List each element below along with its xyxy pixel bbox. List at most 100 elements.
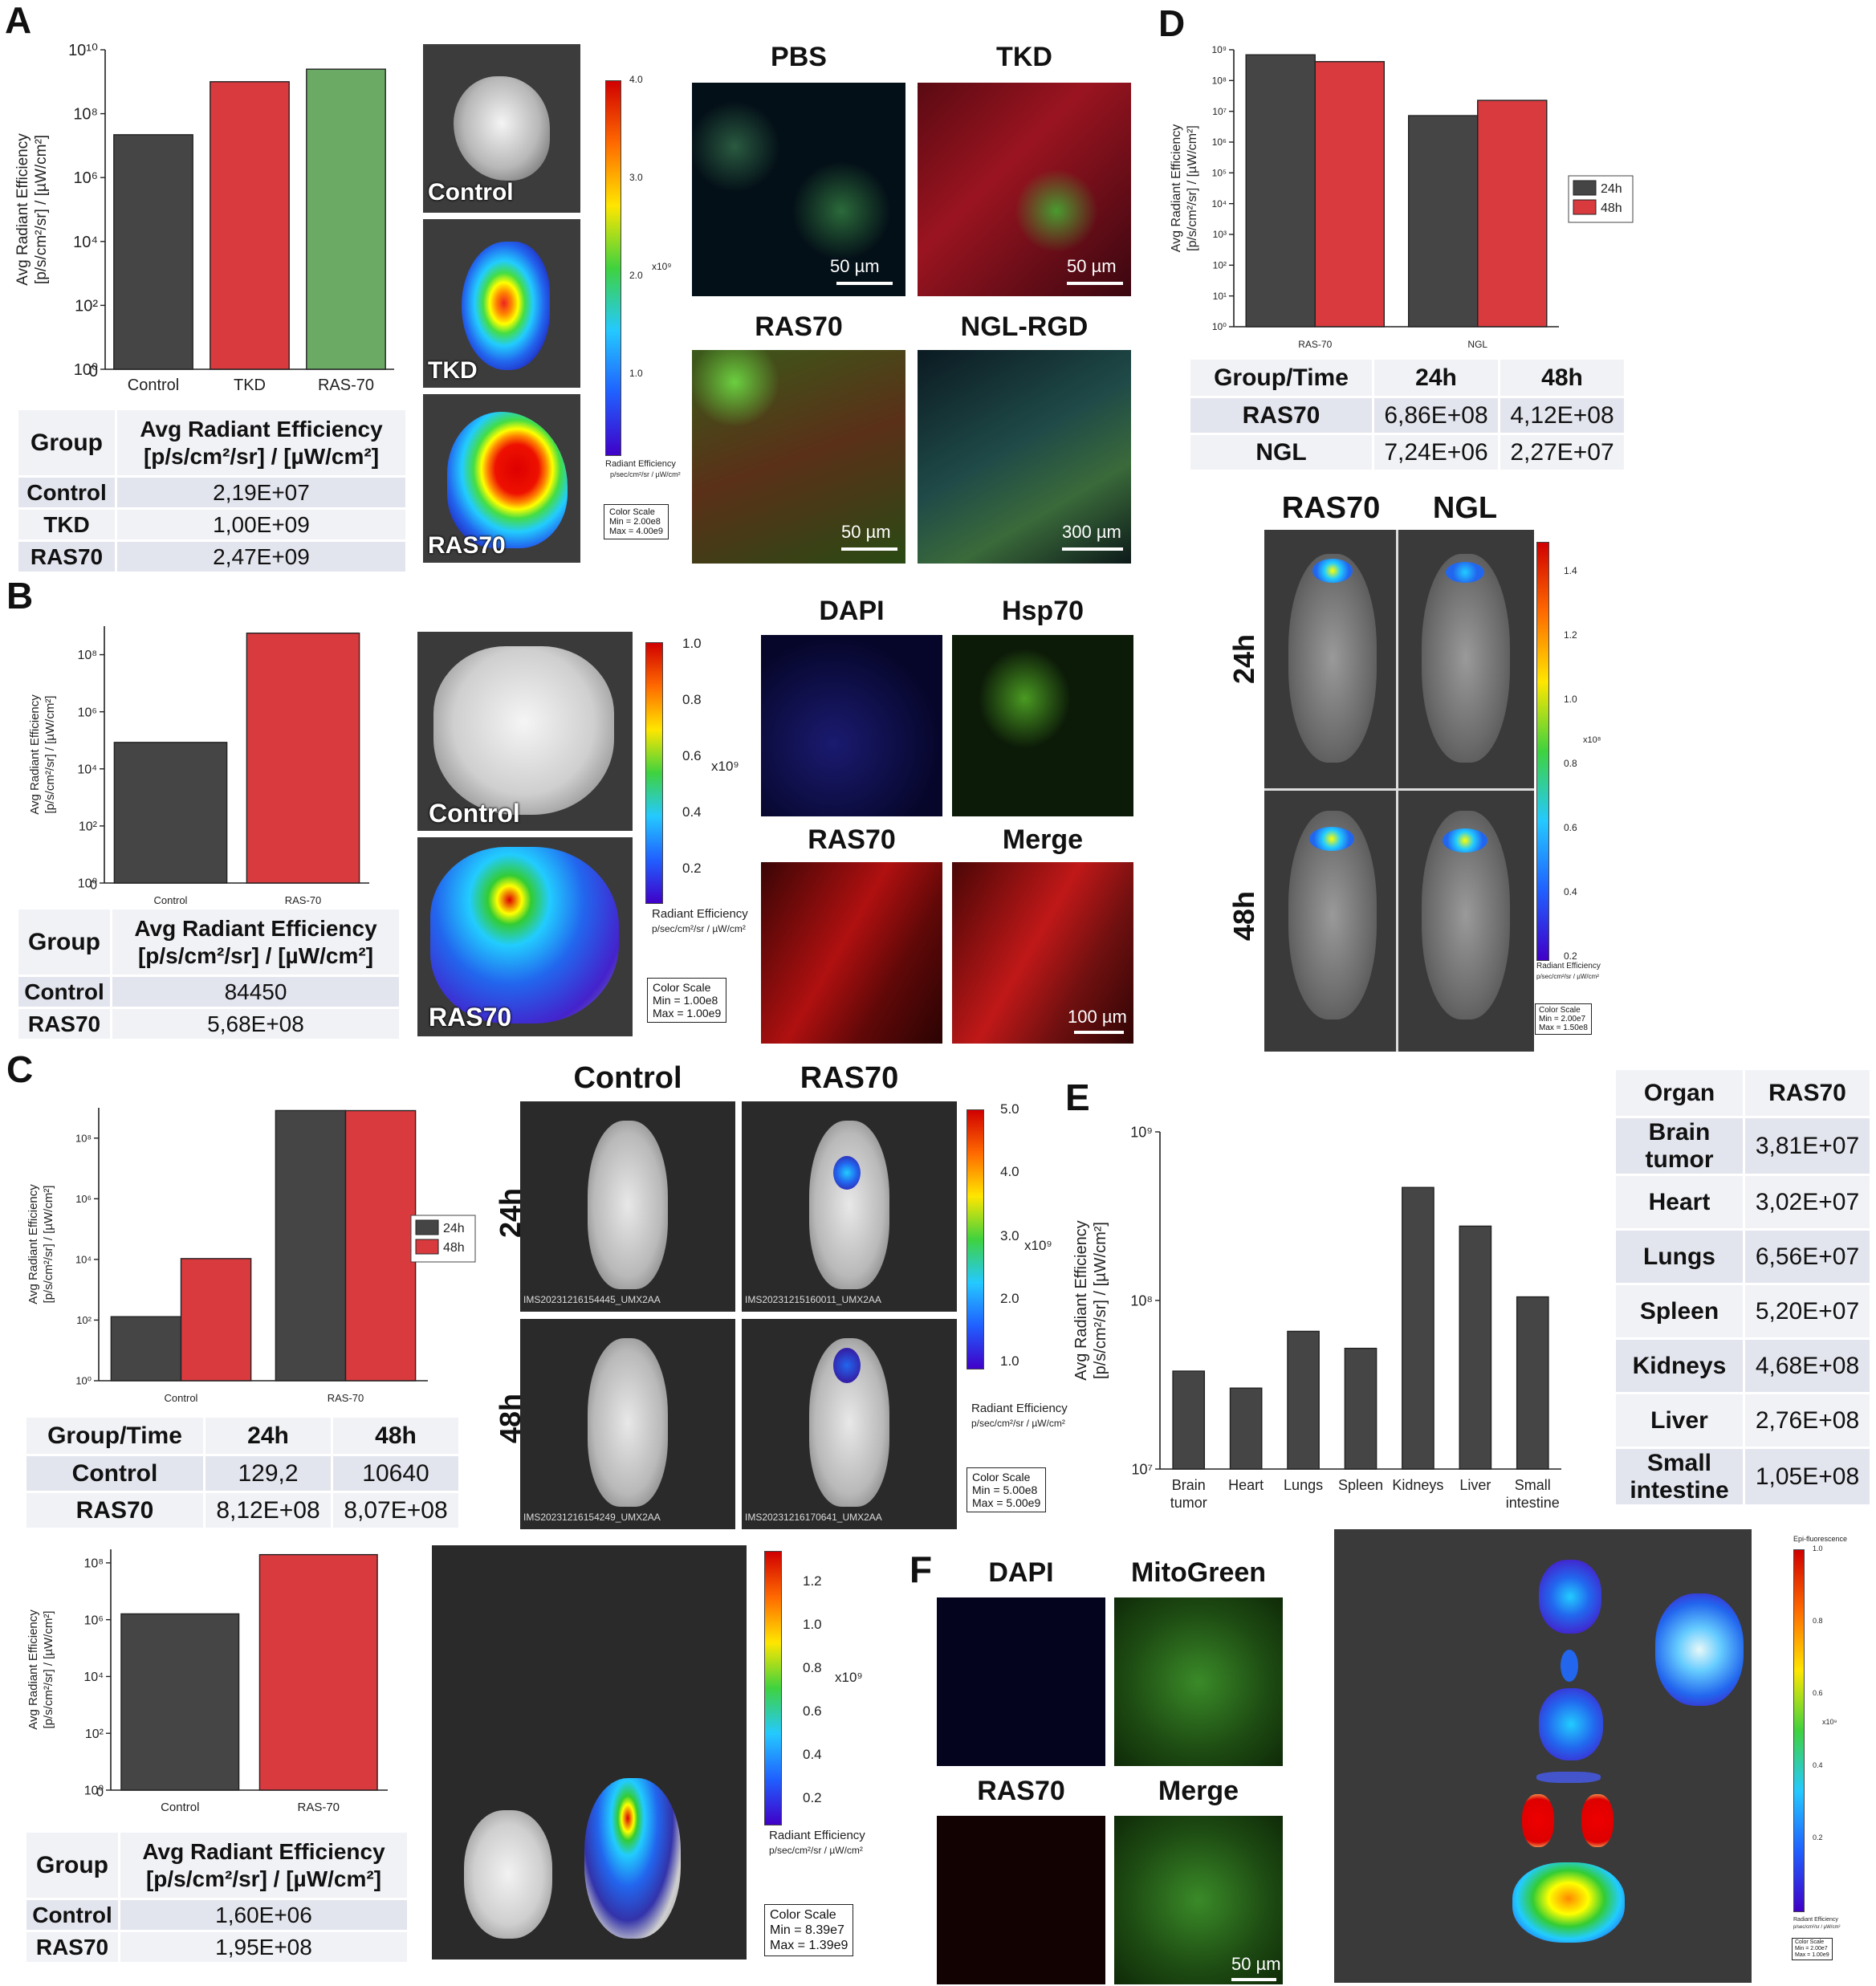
table-a-value: 1,00E+09 <box>115 507 408 542</box>
y-tick-label: 10⁰ <box>75 1375 92 1387</box>
y-tick-label: 10¹ <box>1213 291 1227 302</box>
colorbar-multiplier: x10⁹ <box>711 759 739 774</box>
micro-title: MitoGreen <box>1130 1557 1267 1588</box>
legend-swatch <box>415 1239 439 1255</box>
mouse-image-ras70-24h: IMS20231215160011_UMX2AA <box>742 1101 957 1312</box>
y-axis-label-line2: [p/s/cm²/sr] / [µW/cm²] <box>1186 125 1199 251</box>
column-title: Control <box>573 1061 682 1095</box>
table-d: Group/Time 24h 48h RAS70 6,86E+08 4,12E+08… <box>1188 357 1626 472</box>
y-tick-label: 10² <box>76 1314 92 1326</box>
colorbar-tick: 1.0 <box>803 1617 822 1632</box>
table-a-header-line2: [p/s/cm²/sr] / [µW/cm²] <box>143 443 380 469</box>
table-e-organ: Kidneys <box>1614 1337 1745 1394</box>
bar <box>1245 54 1316 328</box>
image-label: RAS70 <box>429 1003 512 1032</box>
bar <box>1459 1225 1492 1470</box>
color-scale-min: Min = 2.00e7 <box>1795 1946 1828 1951</box>
table-d-value: 7,24E+06 <box>1372 433 1500 472</box>
colorbar-unit-title: Radiant Efficiency <box>971 1402 1068 1415</box>
colorbar-tick: 0.2 <box>682 861 702 876</box>
x-tick-label: Small <box>1515 1477 1551 1493</box>
y-axis-label-line1: Avg Radiant Efficiency <box>26 1184 40 1304</box>
colorbar-tick: 5.0 <box>1000 1101 1019 1117</box>
colorbar-unit-title: Radiant Efficiency <box>1793 1917 1838 1923</box>
table-e-organ: Lungs <box>1614 1228 1745 1285</box>
color-scale-title: Color Scale <box>1795 1939 1825 1945</box>
y-axis-label-line1: Avg Radiant Efficiency <box>26 1610 40 1730</box>
panel-letter-d: D <box>1158 2 1186 44</box>
y-tick-label: 10⁸ <box>1130 1292 1153 1308</box>
micrograph-ngl-rgd: 300 µm <box>918 350 1131 564</box>
organ-brain <box>1539 1560 1601 1634</box>
tumor-image-tkd: TKD <box>423 219 580 388</box>
colorbar-c <box>966 1109 984 1369</box>
table-c2-header-value: Avg Radiant Efficiency [p/s/cm²/sr] / [µ… <box>118 1830 409 1900</box>
table-b-group: Control <box>16 975 112 1009</box>
x-tick-label: Control <box>161 1801 199 1814</box>
legend-swatch <box>1573 180 1597 196</box>
chart-c-bottom: 10⁰ 10² 10⁴ 10⁶ 10⁸ 0 Avg Radiant Efficiency [p… <box>22 1541 408 1830</box>
bar <box>1229 1387 1263 1470</box>
x-tick-label: Liver <box>1459 1477 1491 1493</box>
colorbar-multiplier: x10⁹ <box>835 1670 863 1685</box>
y-tick-label: 10² <box>1213 260 1227 271</box>
scale-bar-label: 50 µm <box>830 256 880 276</box>
micrograph-merge-f: 50 µm <box>1114 1816 1283 1984</box>
y-axis-label-line1: Avg Radiant Efficiency <box>1072 1220 1090 1380</box>
table-e-value: 3,02E+07 <box>1743 1174 1872 1231</box>
table-a: Group Avg Radiant Efficiency [p/s/cm²/sr… <box>16 408 408 574</box>
micrograph-mitogreen <box>1114 1597 1283 1766</box>
table-e-organ: Small intestine <box>1614 1447 1745 1507</box>
y-tick-label: 10⁴ <box>1211 198 1227 210</box>
table-e-value: 1,05E+08 <box>1743 1447 1872 1507</box>
legend-label: 24h <box>1601 182 1622 196</box>
colorbar-f <box>1793 1549 1805 1912</box>
x-tick-label: RAS-70 <box>328 1392 364 1404</box>
y-axis-label: Avg Radiant Efficiency [p/s/cm²/sr] / [µW… <box>1170 124 1199 253</box>
x-tick-label: tumor <box>1170 1495 1207 1511</box>
x-tick-label: Lungs <box>1284 1477 1323 1493</box>
bar <box>275 1109 347 1382</box>
y-tick-label: 10⁸ <box>75 1132 92 1144</box>
image-id: IMS20231216170641_UMX2AA <box>745 1512 882 1523</box>
y-tick-label: 10⁴ <box>75 1253 92 1265</box>
colorbar-tick: 0.6 <box>1564 822 1577 833</box>
colorbar-tick: 3.0 <box>629 172 643 183</box>
colorbar-tick: 1.4 <box>1564 565 1577 576</box>
panel-letter-c: C <box>6 1048 34 1090</box>
table-c2-value: 1,95E+08 <box>118 1930 409 1964</box>
micrograph-ras70-f <box>937 1816 1105 1984</box>
y-axis-label: Avg Radiant Efficiency [p/s/cm²/sr] / [µW… <box>28 694 57 815</box>
image-id: IMS20231216154249_UMX2AA <box>523 1512 661 1523</box>
micro-title: DAPI <box>819 596 885 626</box>
table-c-value: 10640 <box>331 1454 461 1493</box>
bar <box>306 68 386 370</box>
bar <box>246 633 360 884</box>
table-a-group: Control <box>16 475 117 510</box>
scale-bar <box>1074 1031 1124 1034</box>
y-tick-label: 10⁴ <box>73 234 98 251</box>
table-d-value: 4,12E+08 <box>1498 396 1626 435</box>
organ-spleen <box>1536 1772 1601 1783</box>
image-label: TKD <box>428 357 478 384</box>
micro-title: DAPI <box>988 1557 1054 1588</box>
y-axis-label-line2: [p/s/cm²/sr] / [µW/cm²] <box>42 1611 55 1729</box>
colorbar-tick: 0.4 <box>682 804 702 820</box>
micro-title: Hsp70 <box>1001 596 1084 626</box>
colorbar-tick: 0.4 <box>1564 886 1577 897</box>
colorbar-unit-title: Radiant Efficiency <box>605 459 676 469</box>
y-tick-label: 10⁰ <box>78 877 97 891</box>
bar <box>180 1258 252 1382</box>
y-tick-label: 10¹⁰ <box>68 42 98 59</box>
mouse-images-d <box>1264 530 1534 1052</box>
table-b-header-group: Group <box>16 907 112 977</box>
panel-letter-b: B <box>6 575 34 617</box>
colorbar-b <box>645 642 663 904</box>
x-tick-label: RAS-70 <box>1298 339 1332 350</box>
image-label: Control <box>428 179 514 206</box>
colorbar-tick: 0.4 <box>803 1747 822 1762</box>
y-tick-label: 10⁸ <box>83 1557 104 1570</box>
bar <box>113 134 193 370</box>
colorbar-tick: 3.0 <box>1000 1228 1019 1243</box>
y-axis-label-line1: Avg Radiant Efficiency <box>28 694 42 815</box>
